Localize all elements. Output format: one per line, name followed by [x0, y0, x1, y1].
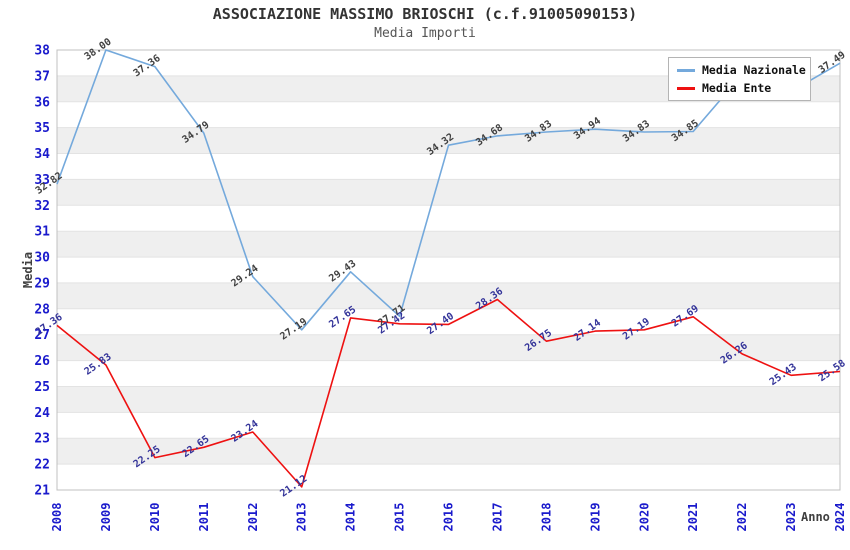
- line-media-ente: [56, 298, 841, 488]
- plot-band: [57, 179, 840, 206]
- y-tick-label: 27: [34, 328, 50, 343]
- y-tick-label: 35: [34, 121, 50, 136]
- x-tick-label: 2020: [637, 503, 651, 532]
- y-tick-label: 26: [34, 354, 50, 369]
- plot-band: [57, 412, 840, 439]
- x-tick-label: 2013: [295, 503, 309, 532]
- x-tick-label: 2022: [735, 503, 749, 532]
- x-tick-label: 2014: [344, 503, 358, 532]
- y-tick-label: 33: [34, 173, 50, 188]
- x-tick-label: 2009: [99, 503, 113, 532]
- plot-band: [57, 127, 840, 154]
- y-tick-label: 32: [34, 199, 50, 214]
- y-tick-label: 34: [34, 147, 50, 162]
- plot-band: [57, 101, 840, 128]
- x-tick-label: 2010: [148, 503, 162, 532]
- plot-band: [57, 153, 840, 180]
- x-tick-label: 2024: [833, 503, 847, 532]
- plot-band: [57, 282, 840, 309]
- chart-title: ASSOCIAZIONE MASSIMO BRIOSCHI (c.f.91005…: [212, 5, 638, 23]
- x-tick-label: 2018: [539, 503, 553, 532]
- plot-band: [57, 386, 840, 413]
- y-tick-label: 37: [34, 69, 50, 84]
- x-tick-label: 2019: [588, 503, 602, 532]
- plot-band: [57, 308, 840, 335]
- x-axis-title: Anno: [801, 510, 830, 524]
- legend-label: Media Nazionale: [702, 63, 806, 77]
- y-tick-label: 30: [34, 251, 50, 266]
- y-tick-label: 31: [34, 225, 50, 240]
- plot-border: [56, 49, 841, 491]
- y-tick-label: 24: [34, 406, 50, 421]
- x-tick-label: 2023: [784, 503, 798, 532]
- plot-band: [57, 464, 840, 490]
- x-tick-label: 2012: [246, 503, 260, 532]
- x-tick-label: 2021: [686, 503, 700, 532]
- plot-band: [57, 231, 840, 258]
- y-axis-title: Media: [21, 251, 35, 289]
- plot-band: [57, 205, 840, 232]
- y-tick-label: 23: [34, 432, 50, 447]
- y-tick-label: 22: [34, 458, 50, 473]
- legend-swatch-ente-icon: [677, 86, 695, 90]
- legend-label: Media Ente: [702, 81, 772, 95]
- plot-band: [57, 438, 840, 465]
- plot-band: [57, 257, 840, 283]
- chart-subtitle: Media Importi: [374, 26, 476, 41]
- legend-item-media-nazionale: Media Nazionale: [677, 63, 806, 77]
- x-tick-label: 2008: [50, 503, 64, 532]
- x-tick-label: 2017: [490, 503, 504, 532]
- line-media-nazionale: [56, 49, 841, 331]
- y-tick-label: 28: [34, 302, 50, 317]
- x-tick-label: 2011: [197, 503, 211, 532]
- y-tick-label: 25: [34, 380, 50, 395]
- x-tick-label: 2015: [393, 503, 407, 532]
- y-tick-label: 29: [34, 276, 50, 291]
- legend-item-media-ente: Media Ente: [677, 81, 802, 95]
- plot-band: [57, 334, 840, 361]
- x-tick-label: 2016: [442, 503, 456, 532]
- chart-legend: Media Nazionale Media Ente: [668, 57, 811, 101]
- y-tick-label: 36: [34, 95, 50, 110]
- y-tick-label: 38: [34, 44, 50, 59]
- legend-swatch-nazionale-icon: [677, 68, 695, 72]
- y-tick-label: 21: [34, 484, 50, 499]
- plot-band: [57, 360, 840, 387]
